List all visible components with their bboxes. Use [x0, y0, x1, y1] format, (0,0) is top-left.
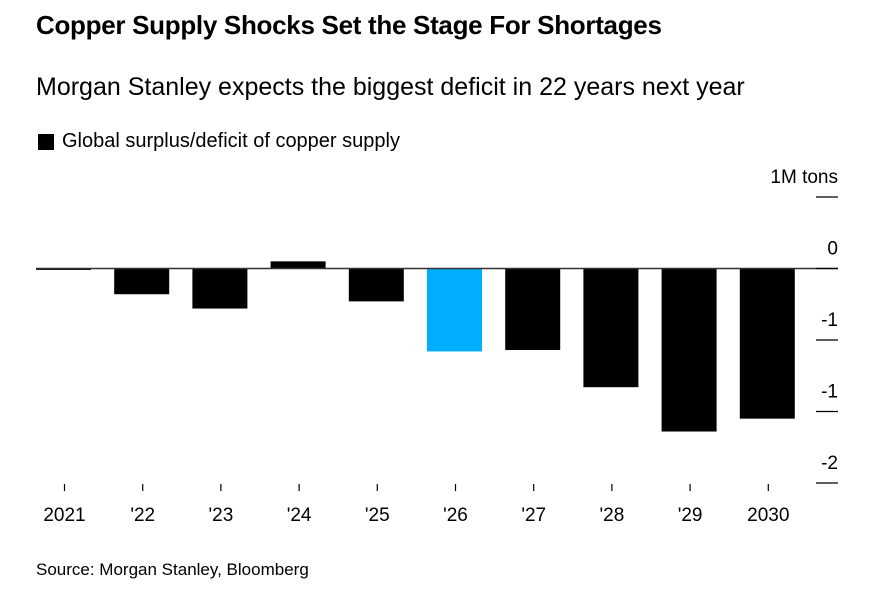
chart-subtitle: Morgan Stanley expects the biggest defic… [36, 73, 745, 101]
bar-24 [270, 261, 326, 269]
bar-23 [192, 268, 248, 309]
y-tick-label: 1M tons [770, 167, 838, 188]
x-tick-label: '23 [209, 505, 234, 526]
x-tick-label: '25 [365, 505, 390, 526]
y-tick-label: -1 [821, 310, 838, 331]
legend-swatch [38, 133, 54, 150]
x-tick-label: '28 [600, 505, 625, 526]
y-tick-label: -2 [821, 453, 838, 474]
bar-29 [661, 268, 717, 432]
y-axis: 1M tons 0 -1 -1 -2 [770, 167, 838, 484]
x-tick-label: '24 [287, 505, 312, 526]
x-axis: 2021 '22 '23 '24 '25 '26 '27 '28 '29 2030 [43, 484, 789, 526]
bar-2030 [739, 268, 795, 419]
bar-27 [505, 268, 561, 351]
legend-label: Global surplus/deficit of copper supply [62, 130, 400, 152]
x-tick-label: 2030 [747, 505, 789, 526]
bars-group [36, 261, 795, 432]
x-tick-label: '27 [521, 505, 546, 526]
legend: Global surplus/deficit of copper supply [38, 130, 400, 153]
x-tick-label: '26 [443, 505, 468, 526]
chart-title: Copper Supply Shocks Set the Stage For S… [36, 10, 662, 40]
y-tick-label: -1 [821, 382, 838, 403]
x-tick-label: 2021 [43, 505, 85, 526]
bar-28 [583, 268, 639, 388]
bar-26 [427, 268, 482, 352]
bar-22 [114, 268, 170, 295]
x-tick-label: '22 [130, 505, 155, 526]
source-note: Source: Morgan Stanley, Bloomberg [36, 560, 309, 579]
x-tick-label: '29 [678, 505, 703, 526]
y-tick-label: 0 [827, 239, 838, 260]
bar-25 [348, 268, 404, 302]
